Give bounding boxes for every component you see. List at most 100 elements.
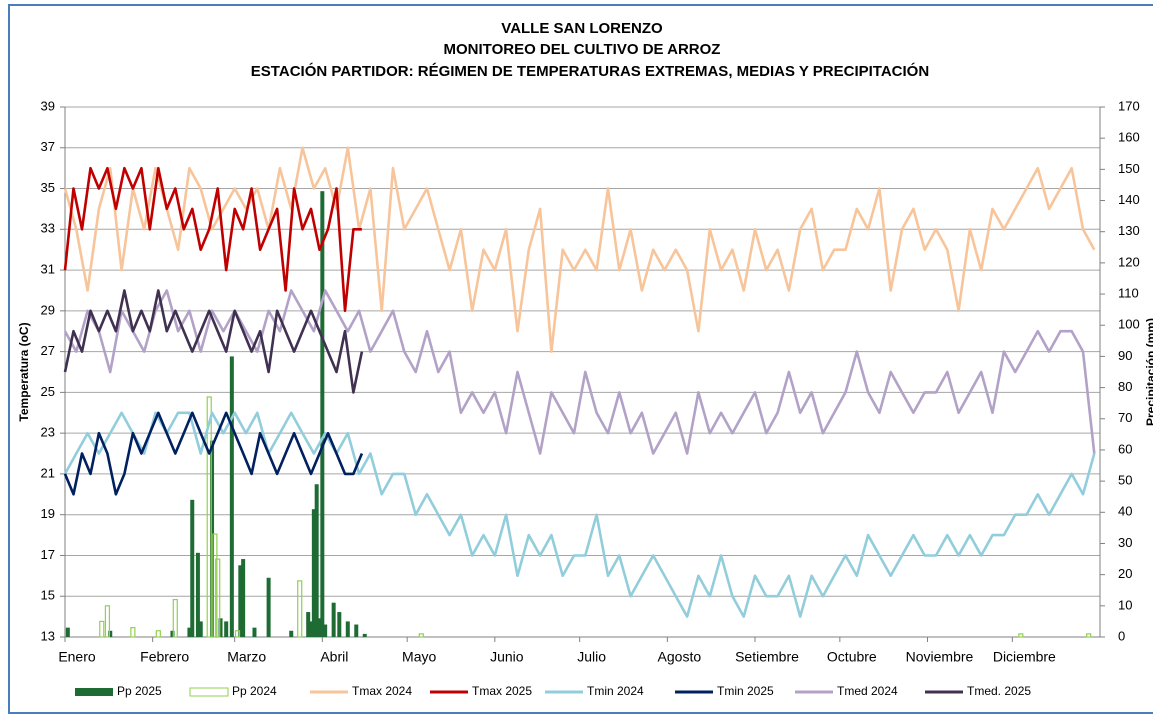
precip-bar xyxy=(314,484,319,637)
precip-bar xyxy=(311,509,316,637)
series-line xyxy=(63,146,1096,353)
y2-tick-label: 110 xyxy=(1118,285,1139,300)
precip-bar xyxy=(215,558,221,638)
precip-bar xyxy=(172,598,178,638)
x-tick-label: Agosto xyxy=(658,649,702,665)
y2-tick-label: 0 xyxy=(1118,628,1125,643)
precip-bar xyxy=(289,630,294,637)
y2-axis-label: Precipitación (mm) xyxy=(1144,318,1153,426)
precip-bar xyxy=(187,627,192,637)
precip-bar xyxy=(331,602,336,637)
precip-bar xyxy=(65,627,70,637)
y2-tick-label: 100 xyxy=(1118,317,1140,332)
precip-bar xyxy=(170,630,175,637)
precip-bar xyxy=(252,627,257,637)
legend-label: Tmax 2025 xyxy=(472,684,532,698)
x-tick-label: Noviembre xyxy=(906,649,974,665)
precip-bar xyxy=(206,396,212,638)
x-tick-label: Octubre xyxy=(827,649,877,665)
legend-label: Pp 2025 xyxy=(117,684,162,698)
y-tick-label: 37 xyxy=(41,139,55,154)
legend-label: Tmax 2024 xyxy=(352,684,412,698)
precip-bar xyxy=(345,621,350,637)
series-line xyxy=(63,411,1096,618)
y2-tick-label: 20 xyxy=(1118,566,1132,581)
precip-bar xyxy=(104,605,111,638)
precip-bar xyxy=(190,499,195,637)
x-tick-label: Julio xyxy=(577,649,606,665)
precip-bar xyxy=(238,565,243,637)
x-tick-label: Febrero xyxy=(140,649,189,665)
precip-bar xyxy=(1086,633,1092,638)
precip-bar xyxy=(297,580,303,638)
y2-tick-label: 150 xyxy=(1118,161,1140,176)
y-axis-label: Temperatura (oC) xyxy=(17,322,31,421)
precip-bar xyxy=(155,630,161,638)
series-line xyxy=(63,166,362,313)
precip-bar xyxy=(229,356,234,637)
precip-bar xyxy=(241,559,246,637)
y2-tick-label: 140 xyxy=(1118,192,1140,207)
y2-tick-label: 70 xyxy=(1118,410,1132,425)
y-tick-label: 39 xyxy=(41,98,55,113)
y-tick-label: 15 xyxy=(41,588,55,603)
y2-tick-label: 120 xyxy=(1118,254,1140,269)
precip-bar xyxy=(210,440,215,637)
y2-tick-label: 160 xyxy=(1118,130,1140,145)
y-tick-label: 29 xyxy=(41,302,55,317)
legend-label: Tmed 2024 xyxy=(837,684,898,698)
series-line xyxy=(63,289,364,394)
precip-bar xyxy=(108,630,113,637)
y-tick-label: 33 xyxy=(41,221,55,236)
precip-bar xyxy=(234,630,241,638)
y2-tick-label: 30 xyxy=(1118,535,1132,550)
series-line xyxy=(63,411,364,496)
chart-title: VALLE SAN LORENZO xyxy=(501,20,663,37)
y-tick-label: 13 xyxy=(41,628,55,643)
x-tick-label: Setiembre xyxy=(735,649,799,665)
chart-frame xyxy=(8,4,1153,714)
y-tick-label: 27 xyxy=(41,343,55,358)
y2-tick-label: 170 xyxy=(1118,98,1140,113)
y2-tick-label: 10 xyxy=(1118,597,1132,612)
y-tick-label: 31 xyxy=(41,262,55,277)
precip-bar xyxy=(337,612,342,637)
legend-label: Tmed. 2025 xyxy=(967,684,1031,698)
chart-title: ESTACIÓN PARTIDOR: RÉGIMEN DE TEMPERATUR… xyxy=(251,62,929,80)
precip-bar xyxy=(306,612,311,637)
x-tick-label: Marzo xyxy=(227,649,266,665)
precip-bar xyxy=(320,191,325,638)
precip-bar xyxy=(198,621,203,637)
y-tick-label: 21 xyxy=(41,465,55,480)
precip-bar xyxy=(224,621,229,637)
precip-bar xyxy=(1018,633,1024,638)
y2-tick-label: 90 xyxy=(1118,348,1132,363)
x-tick-label: Mayo xyxy=(402,649,436,665)
precip-bar xyxy=(309,621,314,637)
y2-tick-label: 40 xyxy=(1118,504,1132,519)
precip-bar xyxy=(130,627,136,638)
y-tick-label: 25 xyxy=(41,384,55,399)
precip-bar xyxy=(418,633,424,638)
precip-bar xyxy=(354,624,359,637)
y2-tick-label: 80 xyxy=(1118,379,1132,394)
y2-tick-label: 130 xyxy=(1118,223,1140,238)
y2-tick-label: 60 xyxy=(1118,441,1132,456)
legend-swatch xyxy=(189,687,229,697)
precip-bar xyxy=(317,618,322,637)
legend-label: Tmin 2025 xyxy=(717,684,774,698)
x-tick-label: Enero xyxy=(58,649,96,665)
precip-bar xyxy=(218,618,223,637)
legend-label: Tmin 2024 xyxy=(587,684,644,698)
precip-bar xyxy=(99,620,105,638)
legend-swatch xyxy=(75,688,113,696)
y-tick-label: 17 xyxy=(41,547,55,562)
y-tick-label: 19 xyxy=(41,506,55,521)
y2-tick-label: 50 xyxy=(1118,473,1132,488)
precip-bar xyxy=(266,577,271,637)
precip-bar xyxy=(323,624,328,637)
y-tick-label: 23 xyxy=(41,425,55,440)
x-tick-label: Junio xyxy=(490,649,524,665)
